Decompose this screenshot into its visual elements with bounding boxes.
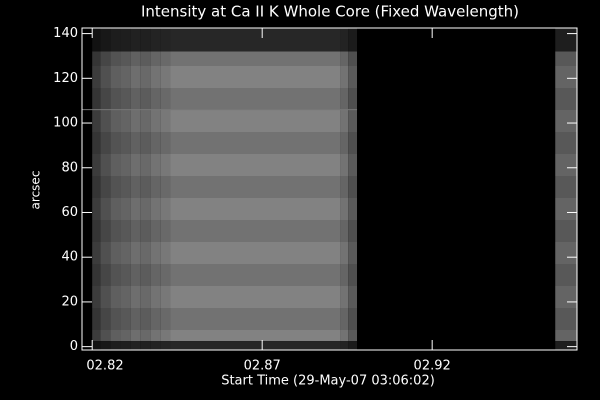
image-edge: [140, 341, 151, 350]
image-edge: [130, 28, 141, 52]
x-tick-label: 02.87: [244, 359, 281, 374]
image-edge: [348, 341, 358, 350]
x-axis-label: Start Time (29-May-07 03:06:02): [221, 374, 435, 389]
image-edge: [348, 28, 358, 52]
x-tick-label: 02.82: [86, 359, 123, 374]
image-edge: [130, 341, 141, 350]
x-tick-label: 02.92: [414, 359, 451, 374]
image: [82, 28, 577, 350]
image-edge: [340, 28, 349, 52]
image-edge: [92, 28, 101, 52]
image-edge: [357, 28, 556, 52]
y-tick-label: 40: [61, 250, 78, 265]
image-edge: [110, 28, 121, 52]
image-edge: [150, 341, 161, 350]
y-tick-label: 20: [61, 294, 78, 309]
image-edge: [92, 341, 101, 350]
image-edge: [555, 341, 577, 350]
image-edge: [555, 28, 577, 52]
bands: [82, 51, 577, 342]
y-tick-label: 140: [53, 26, 78, 41]
image-edge: [160, 341, 171, 350]
image-edge: [120, 341, 131, 350]
image-edge: [160, 28, 171, 52]
image-edge: [340, 341, 349, 350]
plot-frame: [81, 27, 578, 351]
y-axis-label: arcsec: [29, 171, 43, 210]
y-tick-label: 60: [61, 205, 78, 220]
image-edge: [100, 28, 111, 52]
y-tick-label: 80: [61, 160, 78, 175]
image-edge: [150, 28, 161, 52]
image-edge: [100, 341, 111, 350]
image-edge: [357, 341, 556, 350]
image-edge: [170, 28, 341, 52]
y-tick-label: 0: [70, 339, 78, 354]
y-tick-label: 120: [53, 71, 78, 86]
image-edge: [120, 28, 131, 52]
image-edge: [110, 341, 121, 350]
y-tick-label: 100: [53, 116, 78, 131]
chart-title: Intensity at Ca II K Whole Core (Fixed W…: [141, 3, 519, 21]
image-edge: [170, 341, 341, 350]
image-edge: [140, 28, 151, 52]
